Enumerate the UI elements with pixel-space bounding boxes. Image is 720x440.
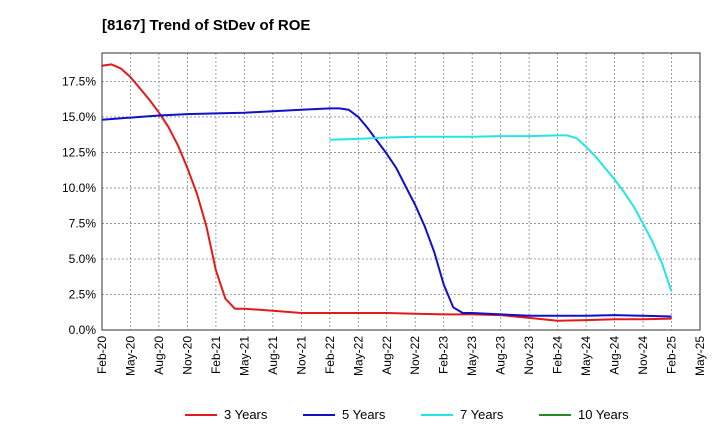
x-tick-label: May-20 [123,336,137,376]
legend-item: 5 Years [303,407,386,422]
x-tick-label: Feb-25 [665,336,679,374]
x-axis: Feb-20 May-20 Aug-20 Nov-20 Feb-21 May-21 Aug-… [95,336,707,376]
series-line-7-years [329,134,673,292]
x-tick-label: May-25 [693,336,707,376]
legend: 3 Years 5 Years 7 Years 10 Years [185,407,629,422]
y-tick-label: 7.5% [69,216,97,230]
y-tick-label: 15.0% [62,110,96,124]
legend-item: 10 Years [539,407,629,422]
x-tick-label: May-24 [579,336,593,376]
legend-item: 3 Years [185,407,268,422]
y-tick-label: 2.5% [69,287,97,301]
x-tick-label: Aug-20 [152,336,166,375]
x-tick-label: Nov-22 [408,336,422,375]
x-tick-label: Aug-21 [266,336,280,375]
x-tick-label: Feb-24 [551,336,565,374]
x-tick-label: Feb-21 [209,336,223,374]
x-tick-label: Feb-23 [437,336,451,374]
legend-label: 3 Years [224,407,268,422]
y-tick-label: 12.5% [62,145,96,159]
series-line-5-years [101,107,672,318]
legend-label: 5 Years [342,407,386,422]
x-tick-label: Nov-24 [636,336,650,375]
x-tick-label: Aug-24 [608,336,622,375]
gridlines [101,53,701,331]
y-axis: 0.0% 2.5% 5.0% 7.5% 10.0% 12.5% 15.0% 17.5% [62,74,96,337]
y-tick-label: 5.0% [69,252,97,266]
x-tick-label: Nov-23 [522,336,536,375]
x-tick-label: May-22 [351,336,365,376]
x-tick-label: Aug-23 [494,336,508,375]
x-tick-label: Aug-22 [380,336,394,375]
y-tick-label: 10.0% [62,181,96,195]
series-lines [101,63,673,322]
y-tick-label: 0.0% [69,323,97,337]
legend-label: 7 Years [460,407,504,422]
x-tick-label: May-21 [237,336,251,376]
y-tick-label: 17.5% [62,74,96,88]
x-tick-label: May-23 [465,336,479,376]
series-line-3-years [101,63,672,322]
x-tick-label: Feb-20 [95,336,109,374]
x-tick-label: Nov-20 [180,336,194,375]
legend-item: 7 Years [421,407,504,422]
plot-area [101,52,701,331]
x-tick-label: Feb-22 [323,336,337,374]
chart-title: [8167] Trend of StDev of ROE [102,17,310,34]
x-tick-label: Nov-21 [294,336,308,375]
legend-label: 10 Years [578,407,629,422]
